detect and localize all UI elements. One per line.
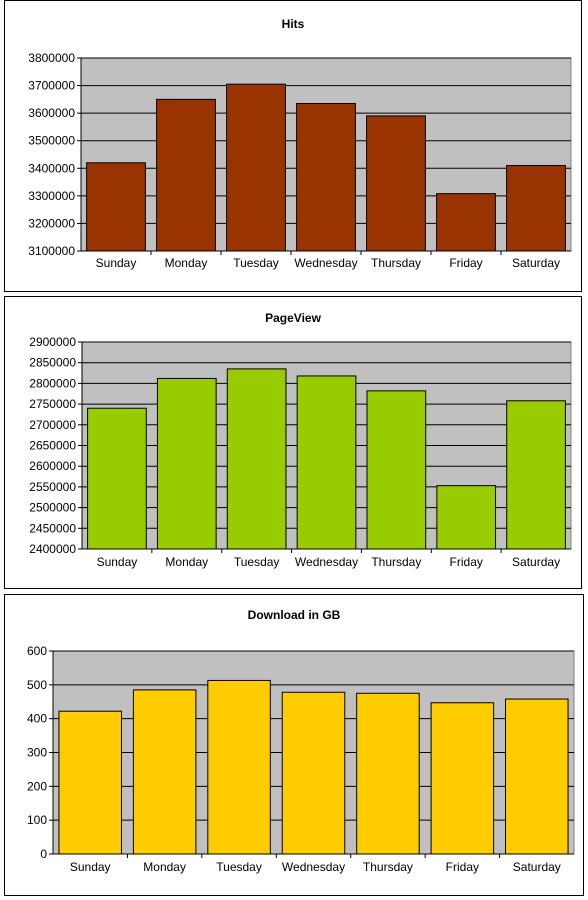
download-bar-wednesday [281, 691, 346, 855]
hits-y-tick-label: 3600000 [28, 106, 75, 120]
hits-x-tick-label: Saturday [512, 256, 560, 270]
hits-y-tick-label: 3500000 [28, 134, 75, 148]
download-x-tick-label: Monday [143, 860, 186, 874]
pageview-y-tick-label: 2500000 [29, 501, 76, 515]
hits-bar-wednesday [296, 102, 356, 252]
pageview-chart-panel: PageView 2400000 2450000 2500000 2550000 2600… [4, 296, 582, 589]
hits-chart: Hits 3100000 3200000 3300000 3400000 3500000 3… [28, 17, 572, 270]
pageview-x-tick-label: Tuesday [234, 555, 280, 569]
hits-y-tick-label: 3400000 [28, 161, 75, 175]
pageview-y-tick-label: 2450000 [29, 521, 76, 535]
hits-y-tick-label: 3100000 [28, 244, 75, 258]
hits-bar-sunday [86, 162, 146, 252]
download-x-tick-label: Saturday [513, 860, 561, 874]
download-y-tick-label: 0 [40, 847, 47, 861]
hits-x-tick-label: Friday [449, 256, 482, 270]
pageview-x-tick-label: Thursday [371, 555, 421, 569]
download-y-tick-label: 400 [27, 712, 47, 726]
pageview-bar-friday [436, 485, 497, 550]
hits-x-tick-label: Tuesday [233, 256, 279, 270]
pageview-y-tick-label: 2750000 [29, 397, 76, 411]
pageview-bar-tuesday [226, 368, 287, 550]
download-bar-monday [132, 689, 197, 855]
hits-bar-tuesday [226, 83, 286, 252]
pageview-bar-thursday [366, 390, 427, 550]
pageview-bar-wednesday [296, 375, 357, 550]
pageview-chart-title: PageView [265, 311, 321, 325]
hits-bar-monday [156, 98, 216, 252]
download-bar-tuesday [207, 679, 271, 855]
download-y-tick-label: 600 [27, 644, 47, 658]
hits-chart-title: Hits [282, 17, 305, 31]
hits-bar-thursday [366, 115, 426, 252]
download-x-tick-label: Friday [446, 860, 479, 874]
download-chart-panel: Download in GB 0 100 200 300 400 500 600 Sunday M… [4, 594, 584, 896]
download-bar-friday [430, 702, 495, 855]
download-chart-title: Download in GB [248, 608, 341, 622]
pageview-y-tick-label: 2650000 [29, 439, 76, 453]
pageview-y-tick-label: 2550000 [29, 480, 76, 494]
hits-y-tick-label: 3800000 [28, 51, 75, 65]
pageview-x-tick-label: Wednesday [295, 555, 358, 569]
hits-y-tick-label: 3300000 [28, 189, 75, 203]
pageview-y-tick-label: 2800000 [29, 376, 76, 390]
download-x-tick-label: Sunday [70, 860, 111, 874]
download-y-tick-label: 100 [27, 813, 47, 827]
pageview-x-tick-label: Saturday [512, 555, 560, 569]
hits-x-tick-label: Sunday [96, 256, 137, 270]
pageview-bar-monday [156, 377, 217, 550]
pageview-bar-sunday [87, 407, 147, 550]
download-chart: Download in GB 0 100 200 300 400 500 600 Sunday M… [27, 608, 575, 874]
download-x-tick-label: Wednesday [282, 860, 345, 874]
pageview-chart: PageView 2400000 2450000 2500000 2550000 2600… [29, 311, 572, 569]
pageview-y-tick-label: 2600000 [29, 459, 76, 473]
download-y-tick-label: 500 [27, 678, 47, 692]
pageview-x-tick-label: Monday [165, 555, 208, 569]
pageview-y-tick-label: 2900000 [29, 335, 76, 349]
download-bar-saturday [505, 698, 569, 855]
download-x-tick-label: Tuesday [216, 860, 262, 874]
hits-x-tick-label: Monday [165, 256, 208, 270]
pageview-x-tick-label: Sunday [97, 555, 138, 569]
pageview-y-tick-label: 2700000 [29, 418, 76, 432]
hits-chart-panel: Hits 3100000 3200000 3300000 3400000 3500000 3… [4, 0, 582, 292]
download-y-tick-label: 200 [27, 779, 47, 793]
hits-y-tick-label: 3700000 [28, 79, 75, 93]
pageview-y-tick-label: 2400000 [29, 542, 76, 556]
download-y-tick-label: 300 [27, 746, 47, 760]
hits-x-tick-label: Thursday [371, 256, 421, 270]
hits-bar-saturday [506, 165, 566, 252]
pageview-y-tick-label: 2850000 [29, 356, 76, 370]
hits-bar-friday [436, 193, 496, 252]
pageview-bar-saturday [506, 400, 566, 550]
pageview-x-tick-label: Friday [450, 555, 483, 569]
download-x-tick-label: Thursday [363, 860, 413, 874]
download-bar-sunday [58, 710, 122, 855]
download-bar-thursday [356, 692, 420, 855]
hits-x-tick-label: Wednesday [294, 256, 357, 270]
hits-y-tick-label: 3200000 [28, 216, 75, 230]
